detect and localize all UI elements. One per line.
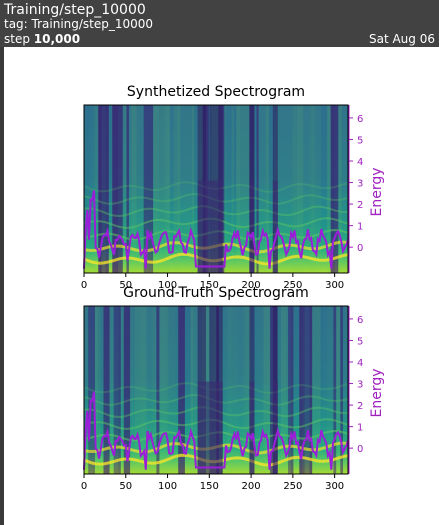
energy-tick-label: 6 [357,114,363,125]
x-tick-label: 300 [325,280,344,291]
plot-frame [83,305,349,475]
energy-tick-label: 3 [357,380,363,391]
energy-tick-label: 3 [357,179,363,190]
energy-tick-label: 5 [357,336,363,347]
energy-tick-label: 6 [357,315,363,326]
header-bar: Training/step_10000 tag: Training/step_1… [0,0,439,47]
energy-axis-label: Energy [369,167,385,216]
chart-title: Ground-Truth Spectrogram [123,285,309,301]
energy-tick-label: 2 [357,200,363,211]
heatmap-columns [84,306,349,474]
energy-axis-label: Energy [369,368,385,417]
x-tick-label: 100 [158,481,177,492]
x-tick-label: 50 [119,280,132,291]
x-tick-label: 100 [158,280,177,291]
card-title: Training/step_10000 [4,2,146,18]
x-tick-label: 50 [119,481,132,492]
x-tick-label: 150 [200,280,219,291]
energy-line [83,391,349,470]
energy-tick-label: 1 [357,423,363,434]
x-tick-label: 300 [325,481,344,492]
chart-title: Synthetized Spectrogram [127,84,305,100]
date-label: Sat Aug 06 [368,32,435,46]
energy-tick-label: 0 [357,243,363,254]
harmonic-bands [83,381,349,474]
energy-tick-label: 4 [357,358,363,369]
plot-frame [83,104,349,274]
left-edge-bar [0,47,4,525]
step-value: 10,000 [33,32,81,46]
x-tick-label: 250 [283,481,302,492]
x-tick-label: 150 [200,481,219,492]
energy-tick-label: 1 [357,222,363,233]
tag-label: tag: Training/step_10000 [4,17,154,31]
x-tick-label: 0 [81,280,87,291]
energy-tick-label: 0 [357,444,363,455]
x-tick-label: 200 [242,280,261,291]
energy-line [83,190,349,269]
energy-tick-label: 4 [357,157,363,168]
x-tick-label: 0 [81,481,87,492]
energy-tick-label: 2 [357,401,363,412]
energy-tick-label: 5 [357,135,363,146]
x-tick-label: 200 [242,481,261,492]
x-tick-label: 250 [283,280,302,291]
step-label: step 10,000 [4,32,81,46]
